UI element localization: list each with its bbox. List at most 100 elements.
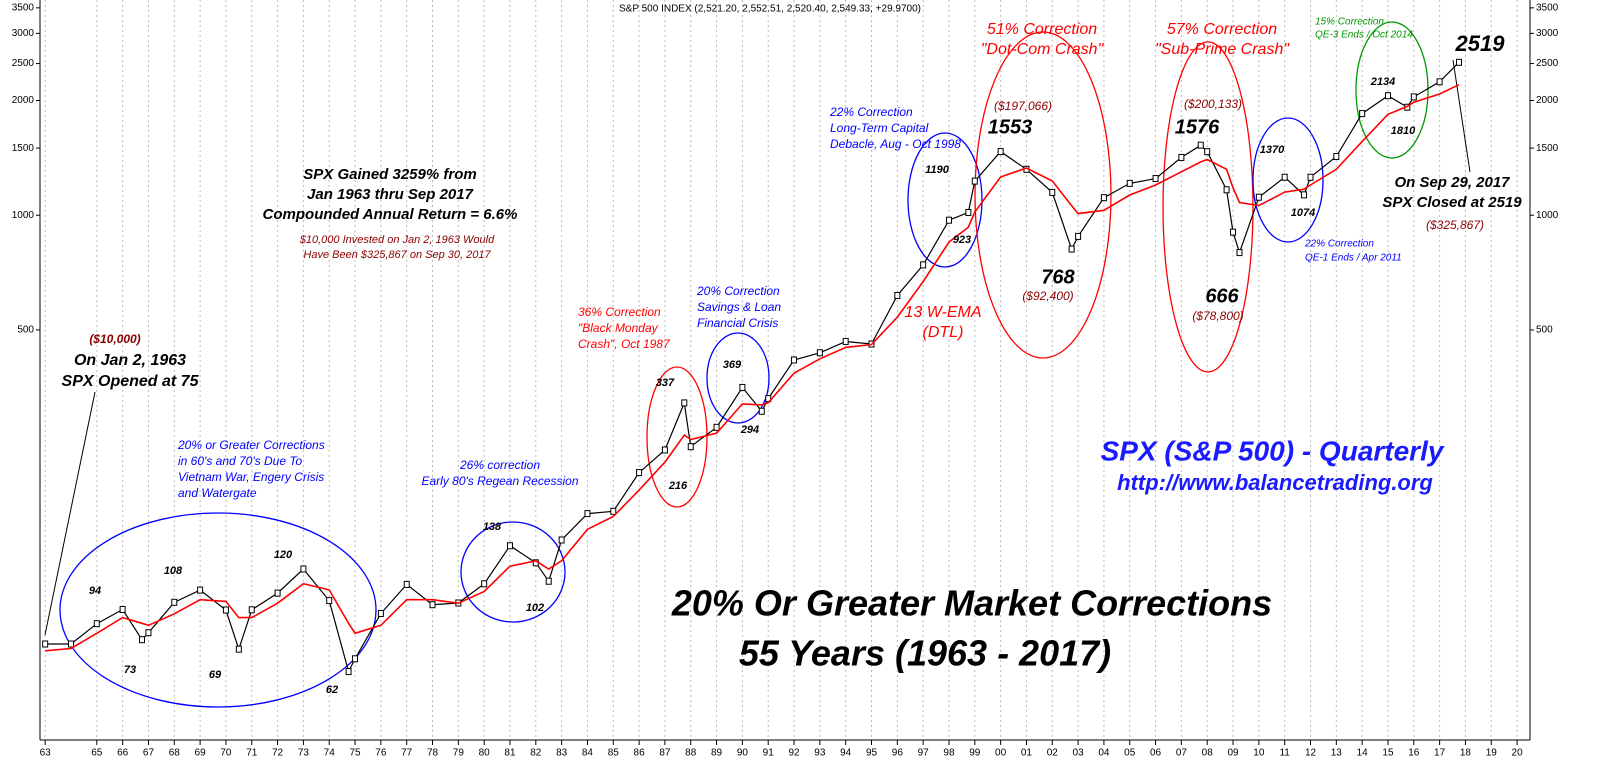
annotation: 55 Years (1963 - 2017) (739, 633, 1111, 674)
price-marker (300, 565, 307, 573)
x-tick-label: 20 (1512, 748, 1524, 759)
x-tick-label: 19 (1486, 748, 1498, 759)
pointer-line (1452, 59, 1471, 173)
price-marker (1100, 194, 1107, 202)
annotation: 120 (274, 549, 293, 561)
annotation: Compounded Annual Return = 6.6% (263, 206, 518, 223)
ellipse (1162, 41, 1254, 373)
x-tick-label: 95 (866, 748, 878, 759)
annotation: http://www.balancetrading.org (1117, 470, 1433, 495)
x-tick-label: 00 (995, 748, 1007, 759)
annotation: Crash", Oct 1987 (578, 337, 671, 351)
annotation: Vietnam War, Engery Crisis (178, 470, 324, 484)
annotation: 57% Correction (1167, 21, 1277, 38)
price-marker (403, 580, 410, 588)
ellipse (974, 31, 1112, 359)
x-tick-label: 90 (737, 748, 749, 759)
price-marker (842, 337, 849, 345)
price-marker (1068, 245, 1075, 253)
y-tick-label: 1500 (12, 143, 35, 154)
y-tick-label: 3000 (12, 28, 35, 39)
price-marker (1049, 188, 1056, 196)
annotation: 1074 (1291, 207, 1315, 219)
price-marker (894, 291, 901, 299)
annotation: ($200,133) (1184, 97, 1242, 111)
annotation: SPX Opened at 75 (62, 373, 200, 390)
annotation: Savings & Loan (697, 300, 781, 314)
price-marker (545, 577, 552, 585)
ellipse (706, 332, 770, 424)
x-tick-label: 14 (1357, 748, 1369, 759)
annotation: 1810 (1391, 125, 1416, 137)
annotation: "Dot-Com Crash" (981, 41, 1105, 58)
annotation: 69 (209, 669, 222, 681)
price-marker (661, 446, 668, 454)
annotation: 369 (723, 359, 742, 371)
annotation: 216 (668, 480, 688, 492)
annotation: 108 (164, 565, 183, 577)
x-tick-label: 77 (401, 748, 413, 759)
price-marker (1384, 92, 1391, 100)
annotation: 768 (1041, 266, 1075, 288)
x-tick-label: 01 (1021, 748, 1033, 759)
price-marker (1455, 58, 1462, 66)
annotation: 1553 (988, 116, 1033, 138)
price-marker (352, 655, 359, 663)
price-marker (145, 629, 152, 637)
ellipse (59, 512, 377, 708)
x-tick-label: 65 (91, 748, 103, 759)
price-marker (1197, 141, 1204, 149)
price-marker (1281, 173, 1288, 181)
y-tick-label: 1500 (1536, 143, 1559, 154)
x-tick-label: 89 (711, 748, 723, 759)
x-tick-label: 10 (1253, 748, 1265, 759)
x-tick-label: 03 (1073, 748, 1085, 759)
annotation: "Black Monday (578, 321, 659, 335)
price-marker (1436, 78, 1443, 86)
annotation: 26% correction (459, 458, 540, 472)
annotation: $10,000 Invested on Jan 2, 1963 Would (299, 234, 495, 246)
price-marker (945, 216, 952, 224)
price-marker (920, 261, 927, 269)
annotation: Long-Term Capital (830, 121, 929, 135)
x-tick-label: 81 (504, 748, 516, 759)
annotation: Have Been $325,867 on Sep 30, 2017 (303, 249, 491, 261)
x-tick-label: 87 (659, 748, 671, 759)
x-tick-label: 11 (1279, 748, 1290, 759)
y-tick-label: 1000 (12, 210, 35, 221)
x-tick-label: 66 (117, 748, 129, 759)
price-marker (1359, 110, 1366, 118)
price-marker (1223, 186, 1230, 194)
x-tick-label: 97 (918, 748, 930, 759)
x-tick-label: 92 (788, 748, 800, 759)
annotations: ($10,000) On Jan 2, 1963 SPX Opened at 75 S… (62, 17, 1523, 696)
x-tick-label: 78 (427, 748, 439, 759)
y-tick-label: 2500 (12, 58, 35, 69)
annotation: 20% or Greater Corrections (177, 438, 325, 452)
price-marker (345, 668, 352, 676)
annotation: Jan 1963 thru Sep 2017 (307, 186, 474, 203)
price-marker (610, 507, 617, 515)
price-marker (1236, 249, 1243, 257)
annotation: and Watergate (178, 486, 257, 500)
x-tick-label: 99 (969, 748, 981, 759)
pointer-line (44, 391, 96, 636)
price-marker (377, 609, 384, 617)
price-marker (791, 356, 798, 364)
price-marker (1410, 93, 1417, 101)
x-tick-label: 71 (246, 748, 258, 759)
annotation: SPX Closed at 2519 (1382, 194, 1522, 211)
annotation: Financial Crisis (697, 316, 778, 330)
annotation: 22% Correction (1304, 239, 1374, 250)
x-tick-label: 73 (298, 748, 310, 759)
x-tick-label: 84 (582, 748, 594, 759)
price-marker (139, 636, 146, 644)
annotation: 13 W-EMA (904, 304, 981, 321)
x-tick-label: 72 (272, 748, 284, 759)
price-marker (1152, 175, 1159, 183)
price-marker (713, 423, 720, 431)
annotation: 20% Correction (696, 284, 780, 298)
price-marker (739, 383, 746, 391)
y-tick-label: 2000 (1536, 95, 1559, 106)
